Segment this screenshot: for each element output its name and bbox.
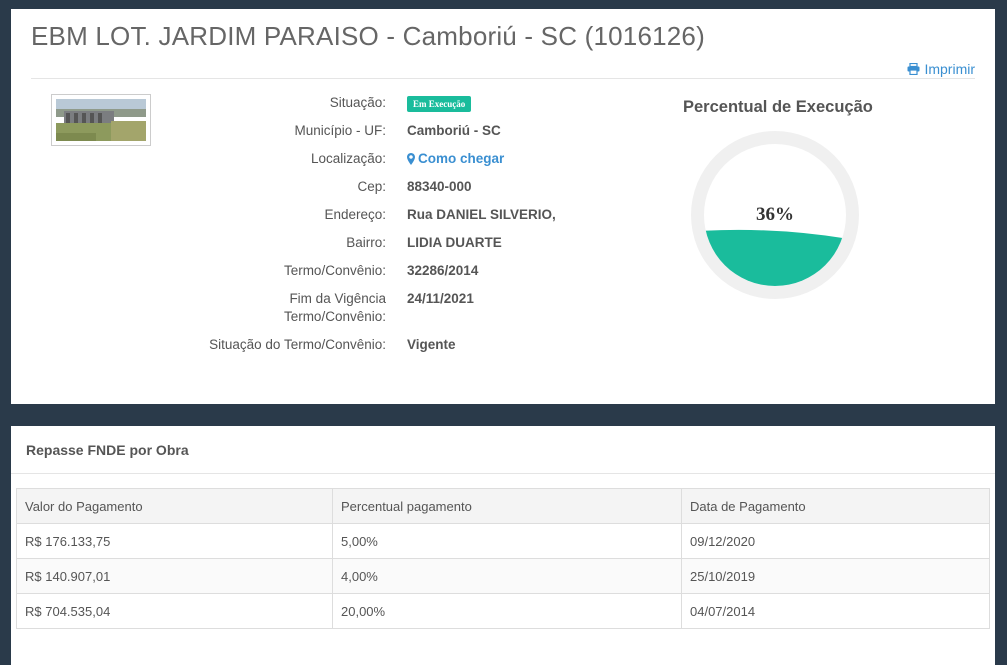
print-link[interactable]: Imprimir [907,61,975,77]
work-photo-thumbnail[interactable] [51,94,151,146]
print-label[interactable]: Imprimir [924,61,975,77]
info-value: Rua DANIEL SILVERIO, [407,207,556,222]
repasse-panel: Repasse FNDE por Obra Valor do Pagamento… [11,426,995,665]
gauge-percent-label: 36% [756,204,794,225]
table-cell: 5,00% [332,523,682,559]
info-value: Em Execução [407,94,472,112]
execution-gauge: 36% [691,131,859,299]
table-cell: 04/07/2014 [681,593,990,629]
info-value: LIDIA DUARTE [407,235,502,250]
info-value: Como chegar [407,150,504,170]
page-title: EBM LOT. JARDIM PARAISO - Camboriú - SC … [31,21,705,51]
table-cell: R$ 176.133,75 [16,523,333,559]
info-value: 24/11/2021 [407,291,474,306]
table-row: R$ 140.907,01 4,00% 25/10/2019 [16,558,990,594]
column-header: Valor do Pagamento [16,488,333,524]
table-cell: R$ 704.535,04 [16,593,333,629]
info-label: Endereço: [324,207,386,222]
repasse-header: Repasse FNDE por Obra [26,442,189,458]
title-divider [31,78,975,79]
info-label: Localização: [310,151,386,166]
info-value: 88340-000 [407,179,472,194]
column-header: Data de Pagamento [681,488,990,524]
directions-label[interactable]: Como chegar [418,151,505,166]
info-label: Município - UF: [294,123,386,138]
info-label: Termo/Convênio: [283,263,386,278]
column-header: Percentual pagamento [332,488,682,524]
info-value: Camboriú - SC [407,123,501,138]
table-cell: 09/12/2020 [681,523,990,559]
table-row: R$ 176.133,75 5,00% 09/12/2020 [16,523,990,559]
info-value: Vigente [407,337,456,352]
payments-table: Valor do Pagamento Percentual pagamento … [16,488,990,629]
info-label: Fim da Vigência Termo/Convênio: [283,291,386,324]
table-row: R$ 704.535,04 20,00% 04/07/2014 [16,593,990,629]
status-badge: Em Execução [407,96,472,112]
table-cell: 4,00% [332,558,682,594]
work-details-panel: EBM LOT. JARDIM PARAISO - Camboriú - SC … [11,9,995,404]
info-label: Bairro: [346,235,386,250]
map-marker-icon [407,153,415,165]
table-cell: R$ 140.907,01 [16,558,333,594]
table-cell: 25/10/2019 [681,558,990,594]
gauge-title: Percentual de Execução [683,98,873,116]
gauge-fill [704,229,846,286]
work-photo [56,99,146,141]
directions-link[interactable]: Como chegar [407,150,504,168]
table-header-row: Valor do Pagamento Percentual pagamento … [16,488,990,524]
info-label: Cep: [357,179,386,194]
printer-icon [907,63,920,75]
table-cell: 20,00% [332,593,682,629]
info-value: 32286/2014 [407,263,479,278]
repasse-divider [11,473,995,474]
info-label: Situação: [329,95,386,110]
info-label: Situação do Termo/Convênio: [209,337,386,352]
